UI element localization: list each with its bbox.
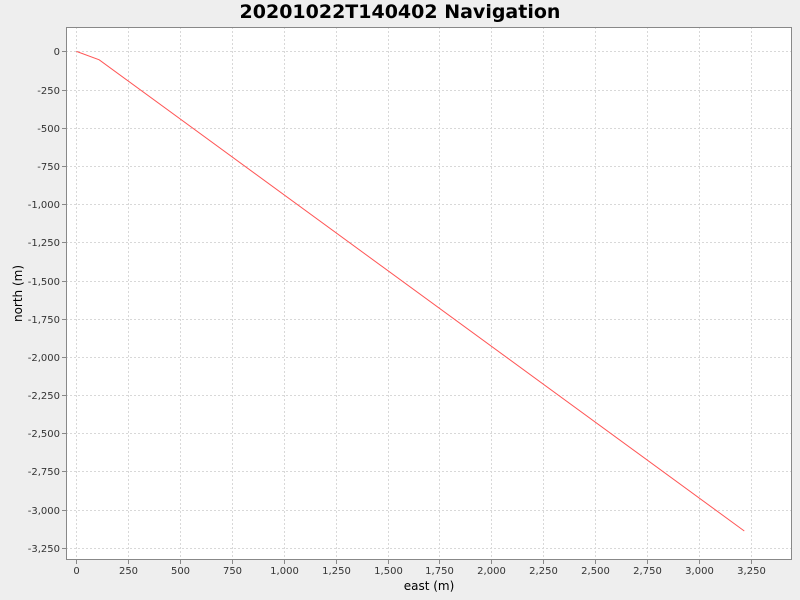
x-tick-label: 500 [171,566,190,577]
plot-border [66,27,792,560]
x-tick-label: 750 [223,566,242,577]
y-tick-label: -1,000 [28,200,60,211]
y-tick-label: -2,750 [28,467,60,478]
x-tick-label: 2,500 [581,566,610,577]
y-tick-label: -1,750 [28,315,60,326]
x-tick-label: 2,250 [529,566,558,577]
y-tick-label: -1,500 [28,277,60,288]
y-tick-label: -3,000 [28,506,60,517]
x-tick-label: 3,250 [737,566,766,577]
y-tick-label: -750 [37,162,60,173]
y-tick-label: -500 [37,124,60,135]
x-axis-label: east (m) [404,579,455,593]
y-axis-label: north (m) [11,265,25,322]
x-tick-label: 250 [119,566,138,577]
plot-area [66,27,792,560]
x-tick-label: 1,000 [270,566,299,577]
x-tick-label: 1,250 [322,566,351,577]
y-tick-label: -1,250 [28,238,60,249]
x-tick-label: 2,000 [477,566,506,577]
y-tick-label: -2,500 [28,429,60,440]
x-tick-label: 1,750 [425,566,454,577]
y-tick-label: -2,250 [28,391,60,402]
series-layer [76,50,745,532]
x-tick-label: 1,500 [374,566,403,577]
chart-title: 20201022T140402 Navigation [239,1,561,23]
y-tick-label: -3,250 [28,544,60,555]
y-tick-label: -250 [37,86,60,97]
x-tick-label: 2,750 [633,566,662,577]
y-axis-ticks: 0 -250 -500 -750 -1,000 -1,250 -1,500 -1,750 -2,… [28,47,66,555]
x-tick-label: 3,000 [685,566,714,577]
y-tick-label: -2,000 [28,353,60,364]
x-tick-label: 0 [73,566,79,577]
y-tick-label: 0 [54,47,60,58]
grid-lines [66,27,792,560]
x-axis-ticks: 0 250 500 750 1,000 1,250 1,500 1,750 2,000 2,250… [73,560,766,577]
series-line [76,50,745,532]
